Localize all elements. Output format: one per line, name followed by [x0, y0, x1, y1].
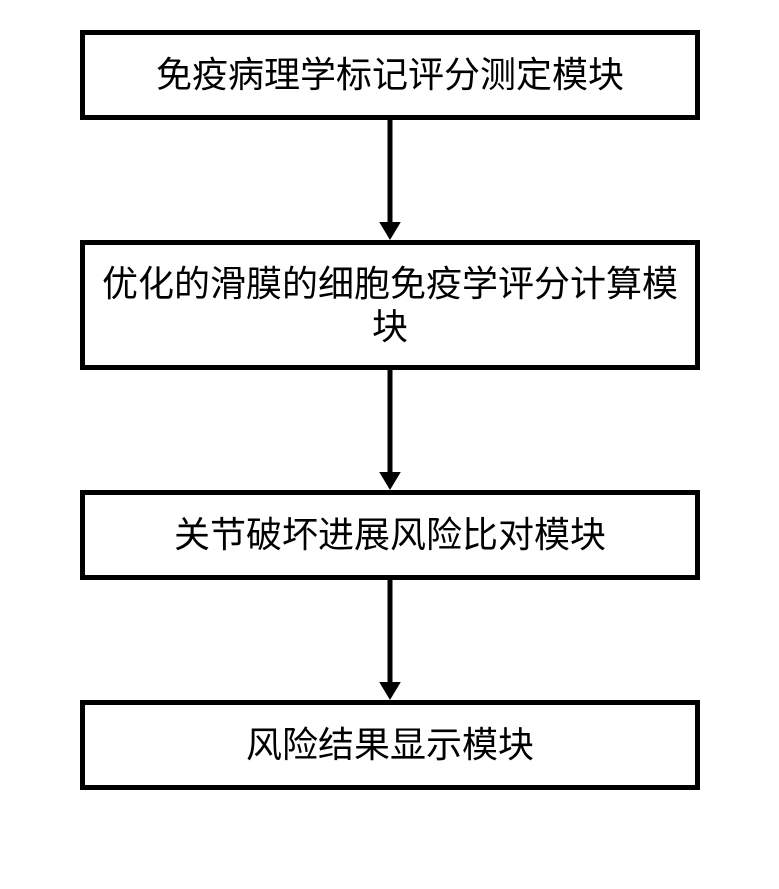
flow-node-1: 免疫病理学标记评分测定模块: [80, 30, 700, 120]
arrow-down-icon: [370, 120, 410, 240]
arrow-down-icon: [370, 370, 410, 490]
flow-node-2: 优化的滑膜的细胞免疫学评分计算模块: [80, 240, 700, 370]
flow-node-4: 风险结果显示模块: [80, 700, 700, 790]
flow-node-3: 关节破坏进展风险比对模块: [80, 490, 700, 580]
arrow-down-icon: [370, 580, 410, 700]
flow-arrow-2: [80, 370, 700, 490]
flowchart-container: 免疫病理学标记评分测定模块 优化的滑膜的细胞免疫学评分计算模块 关节破坏进展风险…: [80, 30, 700, 790]
flow-arrow-3: [80, 580, 700, 700]
flow-arrow-1: [80, 120, 700, 240]
